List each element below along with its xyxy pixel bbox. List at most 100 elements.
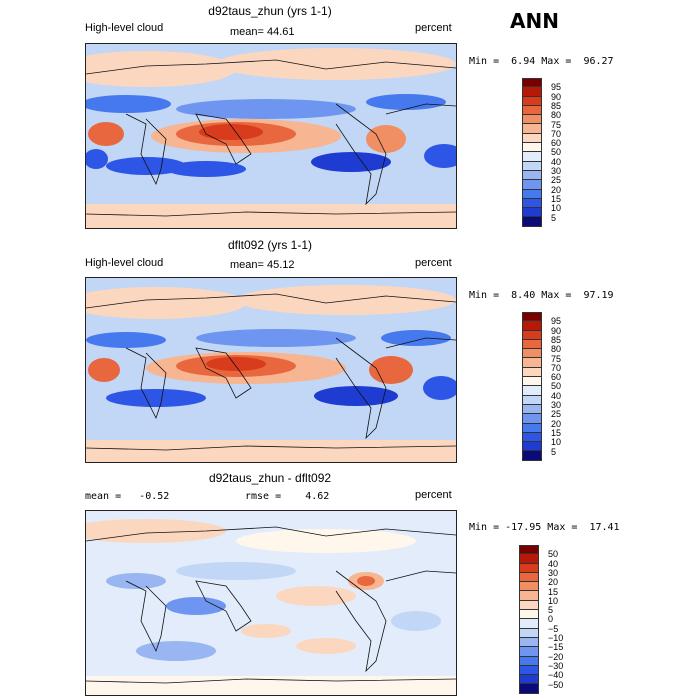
mean-label: mean= 44.61 bbox=[230, 26, 295, 38]
colorbar-swatch bbox=[522, 404, 542, 415]
colorbar-swatch bbox=[522, 208, 542, 218]
colorbar-swatch bbox=[522, 367, 542, 378]
colorbar-swatch bbox=[522, 432, 542, 443]
colorbar-label: 75 bbox=[551, 119, 562, 130]
contour-map bbox=[85, 43, 457, 229]
panel-title: dflt092 (yrs 1-1) bbox=[227, 238, 313, 252]
colorbar-swatch bbox=[519, 610, 539, 620]
max-value: 17.41 bbox=[589, 522, 620, 533]
colorbar-label: 40 bbox=[551, 156, 562, 167]
colorbar-swatch bbox=[522, 87, 542, 97]
colorbar-swatch bbox=[519, 656, 539, 666]
season-label: ANN bbox=[510, 9, 559, 33]
colorbar-label: 90 bbox=[551, 325, 562, 336]
colorbar-label: −30 bbox=[548, 660, 564, 671]
colorbar: 95 90 85 80 75 70 60 50 40 30 25 20 15 10 5 bbox=[522, 312, 561, 461]
colorbar-swatch bbox=[519, 554, 539, 564]
colorbar-label: 10 bbox=[551, 437, 562, 448]
colorbar-label: 80 bbox=[551, 344, 562, 355]
colorbar-label: 10 bbox=[548, 595, 559, 606]
min-value: 8.40 bbox=[511, 290, 536, 301]
colorbar-swatch bbox=[519, 647, 539, 657]
units-label: percent bbox=[415, 257, 452, 269]
colorbar-swatch bbox=[522, 358, 542, 368]
colorbar-label: 30 bbox=[551, 166, 562, 176]
colorbar-label: 5 bbox=[548, 605, 554, 616]
colorbar-swatch bbox=[522, 143, 542, 153]
colorbar-swatch bbox=[519, 600, 539, 611]
colorbar-swatch bbox=[522, 105, 542, 116]
variable-label: High-level cloud bbox=[85, 257, 164, 269]
colorbar-label: 60 bbox=[551, 372, 562, 383]
colorbar-swatch bbox=[522, 330, 542, 340]
colorbar-label: 20 bbox=[548, 577, 559, 588]
min-max-readout: Min = -17.95 Max = 17.41 bbox=[469, 522, 620, 533]
colorbar-label: −5 bbox=[548, 623, 559, 634]
colorbar-swatch bbox=[522, 189, 542, 199]
mean-label: mean = -0.52 bbox=[85, 491, 170, 502]
min-label: Min = bbox=[469, 290, 500, 301]
colorbar-label: 30 bbox=[548, 567, 559, 578]
colorbar-label: 0 bbox=[548, 614, 554, 625]
colorbar-swatch bbox=[519, 665, 539, 676]
min-label: Min = bbox=[469, 522, 500, 533]
colorbar-swatch bbox=[519, 591, 539, 601]
units-label: percent bbox=[415, 489, 452, 501]
colorbar-label: 10 bbox=[551, 203, 562, 214]
min-value: 6.94 bbox=[511, 56, 536, 67]
colorbar-swatch bbox=[522, 414, 542, 424]
colorbar-swatch bbox=[519, 637, 539, 648]
colorbar-swatch bbox=[522, 78, 542, 88]
max-label: Max = bbox=[547, 522, 578, 533]
colorbar-label: 30 bbox=[551, 400, 562, 410]
colorbar-swatch bbox=[522, 96, 542, 106]
colorbar-swatch bbox=[522, 321, 542, 331]
colorbar-label: 40 bbox=[551, 390, 562, 401]
colorbar-swatch bbox=[519, 563, 539, 573]
colorbar-label: 80 bbox=[551, 110, 562, 121]
colorbar-swatch bbox=[522, 124, 542, 134]
colorbar-label: 95 bbox=[551, 82, 562, 93]
colorbar-label: 95 bbox=[551, 316, 562, 327]
colorbar-label: 70 bbox=[551, 128, 562, 139]
colorbar-label: −20 bbox=[548, 651, 564, 662]
colorbar-swatch bbox=[522, 170, 542, 181]
colorbar-swatch bbox=[519, 582, 539, 592]
max-label: Max = bbox=[541, 290, 572, 301]
min-max-readout: Min = 6.94 Max = 96.27 bbox=[469, 56, 614, 67]
colorbar-label: 5 bbox=[551, 446, 557, 457]
colorbar-swatch bbox=[522, 442, 542, 452]
colorbar-label: −15 bbox=[548, 642, 564, 653]
colorbar-label: 15 bbox=[548, 586, 559, 597]
colorbar: 95 90 85 80 75 70 60 50 40 30 25 20 15 10 5 bbox=[522, 78, 561, 227]
colorbar-swatch bbox=[519, 545, 539, 555]
colorbar-label: 50 bbox=[551, 381, 562, 392]
colorbar-label: 85 bbox=[551, 334, 562, 345]
colorbar-swatch bbox=[522, 133, 542, 144]
colorbar-swatch bbox=[522, 217, 542, 227]
colorbar-label: 25 bbox=[551, 175, 562, 186]
colorbar-label: 90 bbox=[551, 91, 562, 102]
panel-title: d92taus_zhun - dflt092 bbox=[208, 471, 332, 485]
contour-map bbox=[85, 510, 457, 696]
colorbar-label: 15 bbox=[551, 427, 562, 438]
colorbar-swatch bbox=[522, 377, 542, 387]
colorbar-swatch bbox=[522, 161, 542, 171]
colorbar-label: 70 bbox=[551, 362, 562, 373]
mean-label: mean= 45.12 bbox=[230, 259, 295, 271]
colorbar-swatch bbox=[519, 619, 539, 629]
panel-title: d92taus_zhun (yrs 1-1) bbox=[208, 4, 332, 18]
colorbar-label: −50 bbox=[548, 679, 564, 690]
colorbar-swatch bbox=[522, 198, 542, 209]
colorbar-swatch bbox=[522, 180, 542, 190]
colorbar-label: 5 bbox=[551, 212, 557, 223]
colorbar-swatch bbox=[522, 312, 542, 322]
colorbar-label: 25 bbox=[551, 409, 562, 420]
min-value: -17.95 bbox=[505, 522, 542, 533]
units-label: percent bbox=[415, 22, 452, 34]
min-max-readout: Min = 8.40 Max = 97.19 bbox=[469, 290, 614, 301]
colorbar-swatch bbox=[522, 349, 542, 359]
colorbar-label: −40 bbox=[548, 670, 564, 681]
colorbar-swatch bbox=[522, 115, 542, 125]
colorbar-swatch bbox=[522, 152, 542, 162]
